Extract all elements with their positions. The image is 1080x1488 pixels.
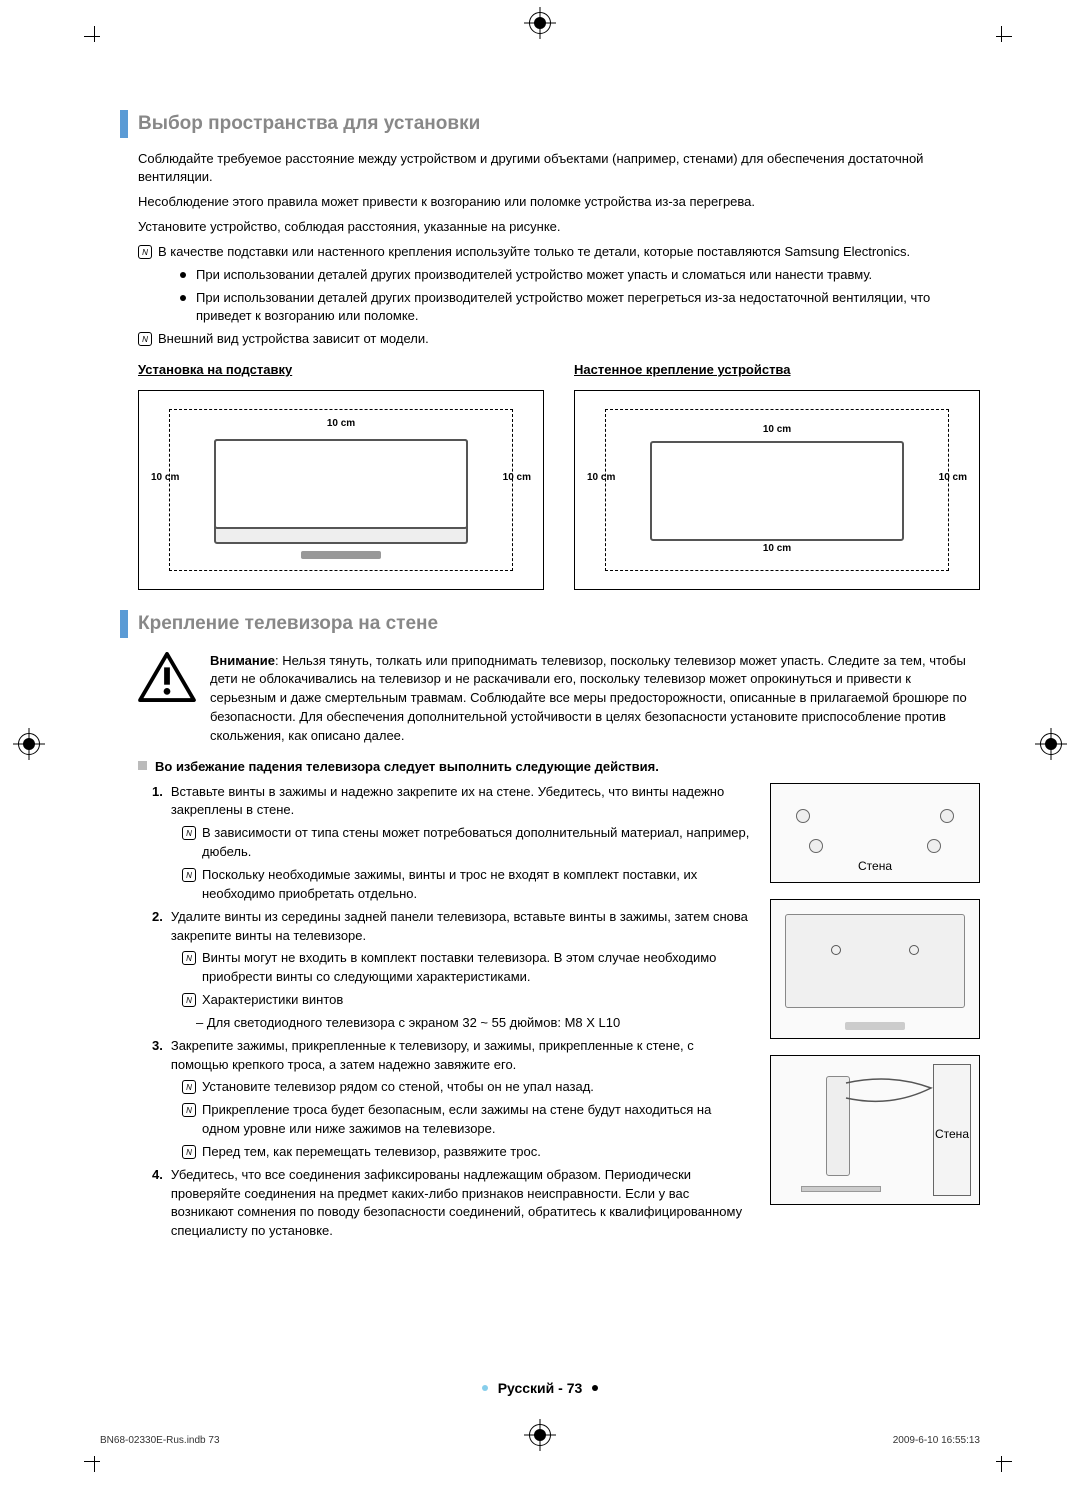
illustration-label: Стена xyxy=(935,1126,969,1143)
note-icon: N xyxy=(182,1103,196,1117)
paragraph: Соблюдайте требуемое расстояние между ус… xyxy=(120,150,980,188)
diagram-wall: 10 cm 10 cm 10 cm 10 cm xyxy=(574,390,980,590)
sub-section-title: Во избежание падения телевизора следует … xyxy=(120,758,980,777)
note-icon: N xyxy=(138,332,152,346)
note-icon: N xyxy=(138,245,152,259)
footer-file: BN68-02330E-Rus.indb 73 xyxy=(100,1434,220,1449)
illustration-tv-back xyxy=(770,899,980,1039)
warning-body: : Нельзя тянуть, толкать или приподнимат… xyxy=(210,653,967,743)
dimension-label: 10 cm xyxy=(587,471,615,486)
footer-date: 2009-6-10 16:55:13 xyxy=(893,1434,980,1449)
step-item: 2.Удалите винты из середины задней панел… xyxy=(138,908,750,946)
note-item: N Характеристики винтов xyxy=(138,991,750,1010)
note-text: Характеристики винтов xyxy=(202,991,343,1010)
footer-dot-icon xyxy=(592,1385,598,1391)
note-item: N В зависимости от типа стены может потре… xyxy=(138,824,750,862)
bullet-text: При использовании деталей других произво… xyxy=(196,289,980,327)
paragraph: Несоблюдение этого правила может привест… xyxy=(120,193,980,212)
registration-mark-left xyxy=(18,733,40,755)
bullet-item: При использовании деталей других произво… xyxy=(180,289,980,327)
step-item: 4.Убедитесь, что все соединения зафиксир… xyxy=(138,1166,750,1241)
note-icon: N xyxy=(182,951,196,965)
note-item: N Внешний вид устройства зависит от моде… xyxy=(120,330,980,349)
dimension-label: 10 cm xyxy=(151,471,179,486)
print-footer: BN68-02330E-Rus.indb 73 2009-6-10 16:55:… xyxy=(100,1434,980,1449)
crop-mark xyxy=(986,36,1002,52)
note-icon: N xyxy=(182,993,196,1007)
step-text: Удалите винты из середины задней панели … xyxy=(171,908,750,946)
note-text: В зависимости от типа стены может потреб… xyxy=(202,824,750,862)
footer-lang: Русский xyxy=(498,1380,555,1396)
note-item: N Перед тем, как перемещать телевизор, ра… xyxy=(138,1143,750,1162)
bullet-text: При использовании деталей других произво… xyxy=(196,266,872,285)
diagram-stand: 10 cm 10 cm 10 cm xyxy=(138,390,544,590)
step-text: Закрепите зажимы, прикрепленные к телеви… xyxy=(171,1037,750,1075)
note-text: Внешний вид устройства зависит от модели… xyxy=(158,330,429,349)
note-icon: N xyxy=(182,1080,196,1094)
section-title-2: Крепление телевизора на стене xyxy=(120,610,980,638)
note-text: Прикрепление троса будет безопасным, есл… xyxy=(202,1101,750,1139)
crop-mark xyxy=(94,1446,110,1462)
warning-text: Внимание: Нельзя тянуть, толкать или при… xyxy=(210,652,980,746)
step-text: Вставьте винты в зажимы и надежно закреп… xyxy=(171,783,750,821)
dimension-label: 10 cm xyxy=(327,417,355,432)
note-text: Установите телевизор рядом со стеной, чт… xyxy=(202,1078,594,1097)
note-icon: N xyxy=(182,1145,196,1159)
crop-mark xyxy=(94,36,110,52)
section-title-1: Выбор пространства для установки xyxy=(120,110,980,138)
note-item: N Поскольку необходимые зажимы, винты и т… xyxy=(138,866,750,904)
page-footer: Русский - 73 xyxy=(0,1378,1080,1398)
warning-icon xyxy=(138,652,196,702)
sub-section-text: Во избежание падения телевизора следует … xyxy=(155,759,659,774)
illustration-wall-screws: Стена xyxy=(770,783,980,883)
note-icon: N xyxy=(182,868,196,882)
registration-mark-right xyxy=(1040,733,1062,755)
registration-mark-top xyxy=(529,12,551,34)
crop-mark xyxy=(986,1446,1002,1462)
note-text: Винты могут не входить в комплект постав… xyxy=(202,949,750,987)
step-text: Убедитесь, что все соединения зафиксиров… xyxy=(171,1166,750,1241)
dash-item: – Для светодиодного телевизора с экраном… xyxy=(138,1014,750,1033)
diagram-title-wall: Настенное крепление устройства xyxy=(574,361,980,380)
dash-text: Для светодиодного телевизора с экраном 3… xyxy=(207,1015,620,1030)
note-item: N В качестве подставки или настенного кр… xyxy=(120,243,980,262)
step-item: 1.Вставьте винты в зажимы и надежно закр… xyxy=(138,783,750,821)
paragraph: Установите устройство, соблюдая расстоян… xyxy=(120,218,980,237)
note-text: В качестве подставки или настенного креп… xyxy=(158,243,910,262)
note-text: Перед тем, как перемещать телевизор, раз… xyxy=(202,1143,541,1162)
diagram-title-stand: Установка на подставку xyxy=(138,361,544,380)
dimension-label: 10 cm xyxy=(763,423,791,438)
note-icon: N xyxy=(182,826,196,840)
illustration-tv-side-cable: Стена xyxy=(770,1055,980,1205)
dimension-label: 10 cm xyxy=(763,542,791,557)
warning-box: Внимание: Нельзя тянуть, толкать или при… xyxy=(120,652,980,746)
warning-bold: Внимание xyxy=(210,653,275,668)
note-item: N Установите телевизор рядом со стеной, ч… xyxy=(138,1078,750,1097)
dimension-label: 10 cm xyxy=(939,471,967,486)
footer-page-num: 73 xyxy=(567,1380,583,1396)
step-item: 3.Закрепите зажимы, прикрепленные к теле… xyxy=(138,1037,750,1075)
note-item: N Прикрепление троса будет безопасным, ес… xyxy=(138,1101,750,1139)
footer-dot-icon xyxy=(482,1385,488,1391)
note-text: Поскольку необходимые зажимы, винты и тр… xyxy=(202,866,750,904)
dimension-label: 10 cm xyxy=(503,471,531,486)
bullet-item: При использовании деталей других произво… xyxy=(180,266,980,285)
illustration-label: Стена xyxy=(858,858,892,875)
square-marker-icon xyxy=(138,761,147,770)
note-item: N Винты могут не входить в комплект поста… xyxy=(138,949,750,987)
